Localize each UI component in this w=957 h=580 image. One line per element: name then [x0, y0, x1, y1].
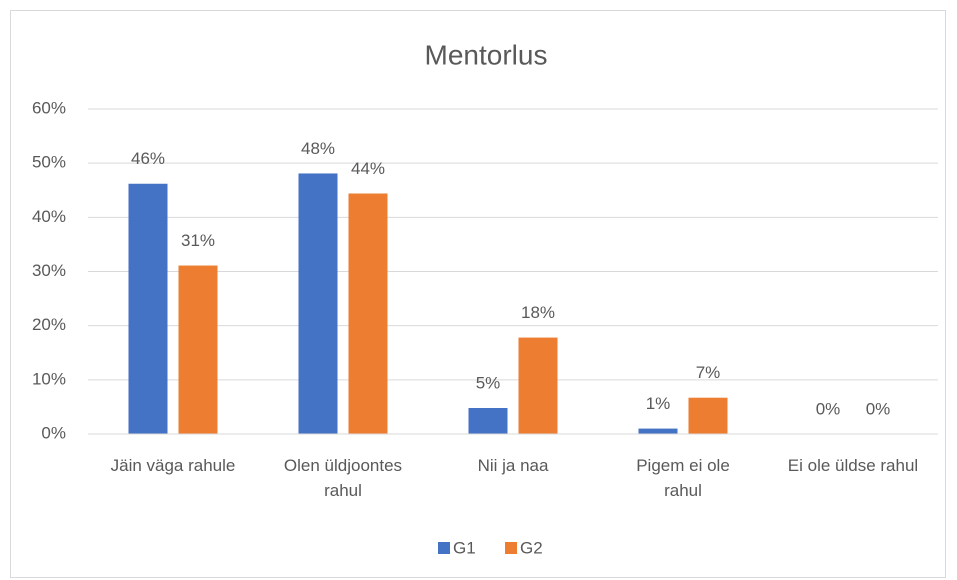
data-label: 0% — [866, 399, 891, 418]
bar — [638, 428, 678, 434]
legend-swatch — [505, 542, 517, 554]
legend-label: G1 — [453, 538, 476, 557]
legend-swatch — [438, 542, 450, 554]
data-label: 7% — [696, 363, 721, 382]
x-tick-label: Pigem ei ole rahul — [636, 456, 730, 500]
data-label: 5% — [476, 373, 501, 392]
data-label: 18% — [521, 303, 555, 322]
data-label: 44% — [351, 159, 385, 178]
y-tick-label: 50% — [32, 153, 66, 172]
data-label: 1% — [646, 394, 671, 413]
x-tick-label: Olen üldjoontes rahul — [283, 456, 403, 500]
data-label: 46% — [131, 149, 165, 168]
x-tick-label: Ei ole üldse rahul — [787, 456, 919, 475]
bar — [468, 408, 508, 434]
data-label: 31% — [181, 231, 215, 250]
x-tick-label: Nii ja naa — [477, 456, 549, 475]
bar — [298, 173, 338, 435]
bar — [688, 397, 728, 434]
y-tick-label: 10% — [32, 369, 66, 388]
chart-title: Mentorlus — [425, 39, 548, 70]
data-label: 0% — [816, 399, 841, 418]
bar — [348, 193, 388, 434]
legend-label: G2 — [520, 538, 543, 557]
y-tick-label: 40% — [32, 207, 66, 226]
y-tick-label: 60% — [32, 98, 66, 117]
bar — [178, 265, 218, 434]
data-label: 48% — [301, 139, 335, 158]
x-tick-label: Jäin väga rahule — [110, 456, 236, 475]
bar — [518, 337, 558, 434]
y-tick-label: 20% — [32, 315, 66, 334]
y-tick-label: 0% — [41, 423, 66, 442]
y-tick-label: 30% — [32, 261, 66, 280]
bar — [128, 183, 168, 434]
